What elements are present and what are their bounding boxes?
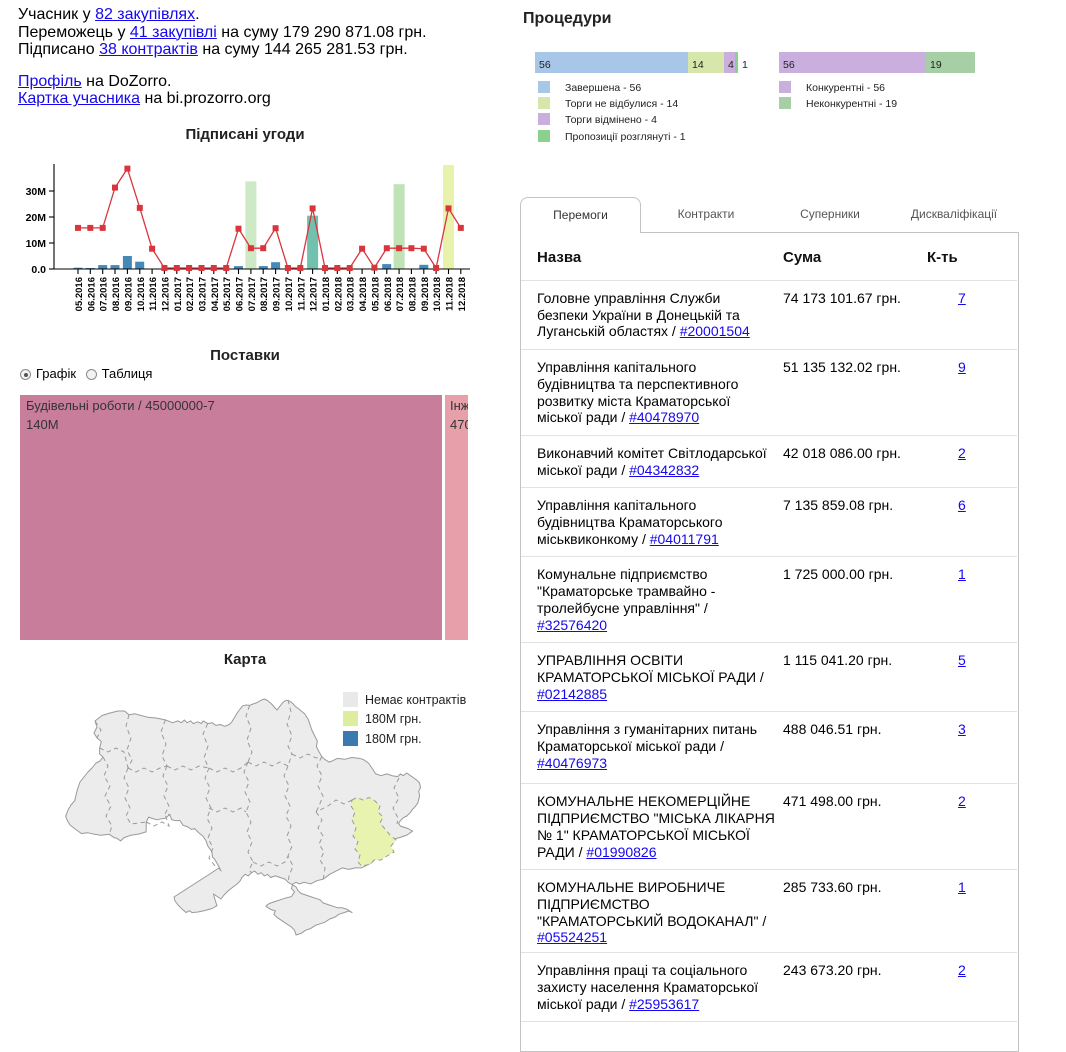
svg-text:12.2018: 12.2018	[457, 277, 468, 311]
svg-text:04.2018: 04.2018	[358, 277, 369, 311]
svg-text:08.2017: 08.2017	[259, 277, 270, 311]
svg-text:02.2017: 02.2017	[185, 277, 196, 311]
svg-text:09.2017: 09.2017	[272, 277, 283, 311]
svg-text:11.2018: 11.2018	[445, 277, 456, 311]
svg-text:09.2016: 09.2016	[123, 277, 134, 311]
svg-text:20M: 20M	[26, 212, 47, 224]
svg-text:12.2016: 12.2016	[160, 277, 171, 311]
svg-text:30M: 30M	[26, 186, 47, 198]
svg-text:04.2017: 04.2017	[210, 277, 221, 311]
svg-text:12.2017: 12.2017	[309, 277, 320, 311]
svg-text:05.2016: 05.2016	[74, 277, 85, 311]
svg-text:05.2018: 05.2018	[370, 277, 381, 311]
svg-text:11.2016: 11.2016	[148, 277, 159, 311]
svg-text:09.2018: 09.2018	[420, 277, 431, 311]
svg-text:07.2018: 07.2018	[395, 277, 406, 311]
svg-text:10M: 10M	[26, 238, 47, 250]
svg-text:02.2018: 02.2018	[333, 277, 344, 311]
svg-text:06.2017: 06.2017	[235, 277, 246, 311]
svg-text:01.2017: 01.2017	[173, 277, 184, 311]
svg-text:06.2016: 06.2016	[86, 277, 97, 311]
svg-text:06.2018: 06.2018	[383, 277, 394, 311]
svg-text:0.0: 0.0	[31, 264, 46, 276]
svg-text:11.2017: 11.2017	[296, 277, 307, 311]
svg-text:08.2018: 08.2018	[407, 277, 418, 311]
svg-text:10.2018: 10.2018	[432, 277, 443, 311]
svg-text:01.2018: 01.2018	[321, 277, 332, 311]
svg-text:03.2017: 03.2017	[198, 277, 209, 311]
svg-text:07.2016: 07.2016	[99, 277, 110, 311]
svg-text:05.2017: 05.2017	[222, 277, 233, 311]
svg-text:10.2016: 10.2016	[136, 277, 147, 311]
svg-text:10.2017: 10.2017	[284, 277, 295, 311]
svg-text:03.2018: 03.2018	[346, 277, 357, 311]
svg-text:07.2017: 07.2017	[247, 277, 258, 311]
svg-text:08.2016: 08.2016	[111, 277, 122, 311]
